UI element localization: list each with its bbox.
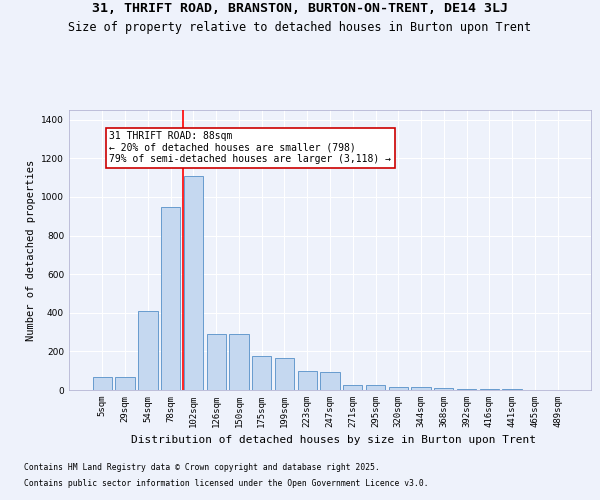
Bar [502, 389, 522, 390]
Text: Distribution of detached houses by size in Burton upon Trent: Distribution of detached houses by size … [131, 435, 536, 445]
Text: 31, THRIFT ROAD, BRANSTON, BURTON-ON-TRENT, DE14 3LJ: 31, THRIFT ROAD, BRANSTON, BURTON-ON-TRE… [92, 2, 508, 16]
Bar [343, 385, 362, 390]
Bar [479, 389, 499, 390]
Bar [115, 378, 135, 390]
Bar [298, 370, 317, 390]
Bar [206, 334, 226, 390]
Text: Contains public sector information licensed under the Open Government Licence v3: Contains public sector information licen… [24, 478, 428, 488]
Bar [366, 385, 385, 390]
Bar [252, 356, 271, 390]
Bar [320, 372, 340, 390]
Text: 31 THRIFT ROAD: 88sqm
← 20% of detached houses are smaller (798)
79% of semi-det: 31 THRIFT ROAD: 88sqm ← 20% of detached … [109, 131, 391, 164]
Bar [457, 389, 476, 390]
Bar [161, 206, 181, 390]
Text: Contains HM Land Registry data © Crown copyright and database right 2025.: Contains HM Land Registry data © Crown c… [24, 464, 380, 472]
Bar [434, 388, 454, 390]
Bar [412, 387, 431, 390]
Bar [275, 358, 294, 390]
Bar [138, 311, 158, 390]
Y-axis label: Number of detached properties: Number of detached properties [26, 160, 35, 340]
Bar [184, 176, 203, 390]
Bar [389, 387, 408, 390]
Bar [93, 378, 112, 390]
Text: Size of property relative to detached houses in Burton upon Trent: Size of property relative to detached ho… [68, 21, 532, 34]
Bar [229, 334, 248, 390]
